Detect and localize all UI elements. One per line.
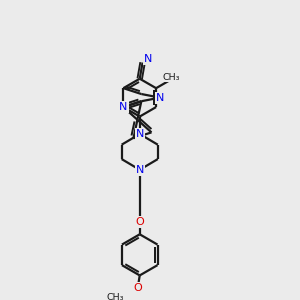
Text: N: N: [136, 129, 144, 139]
Text: O: O: [133, 283, 142, 293]
Text: CH₃: CH₃: [163, 73, 180, 82]
Text: N: N: [143, 54, 152, 64]
Text: O: O: [135, 217, 144, 226]
Text: N: N: [119, 102, 128, 112]
Text: N: N: [156, 93, 164, 103]
Text: CH₃: CH₃: [106, 293, 124, 300]
Text: N: N: [136, 165, 144, 175]
